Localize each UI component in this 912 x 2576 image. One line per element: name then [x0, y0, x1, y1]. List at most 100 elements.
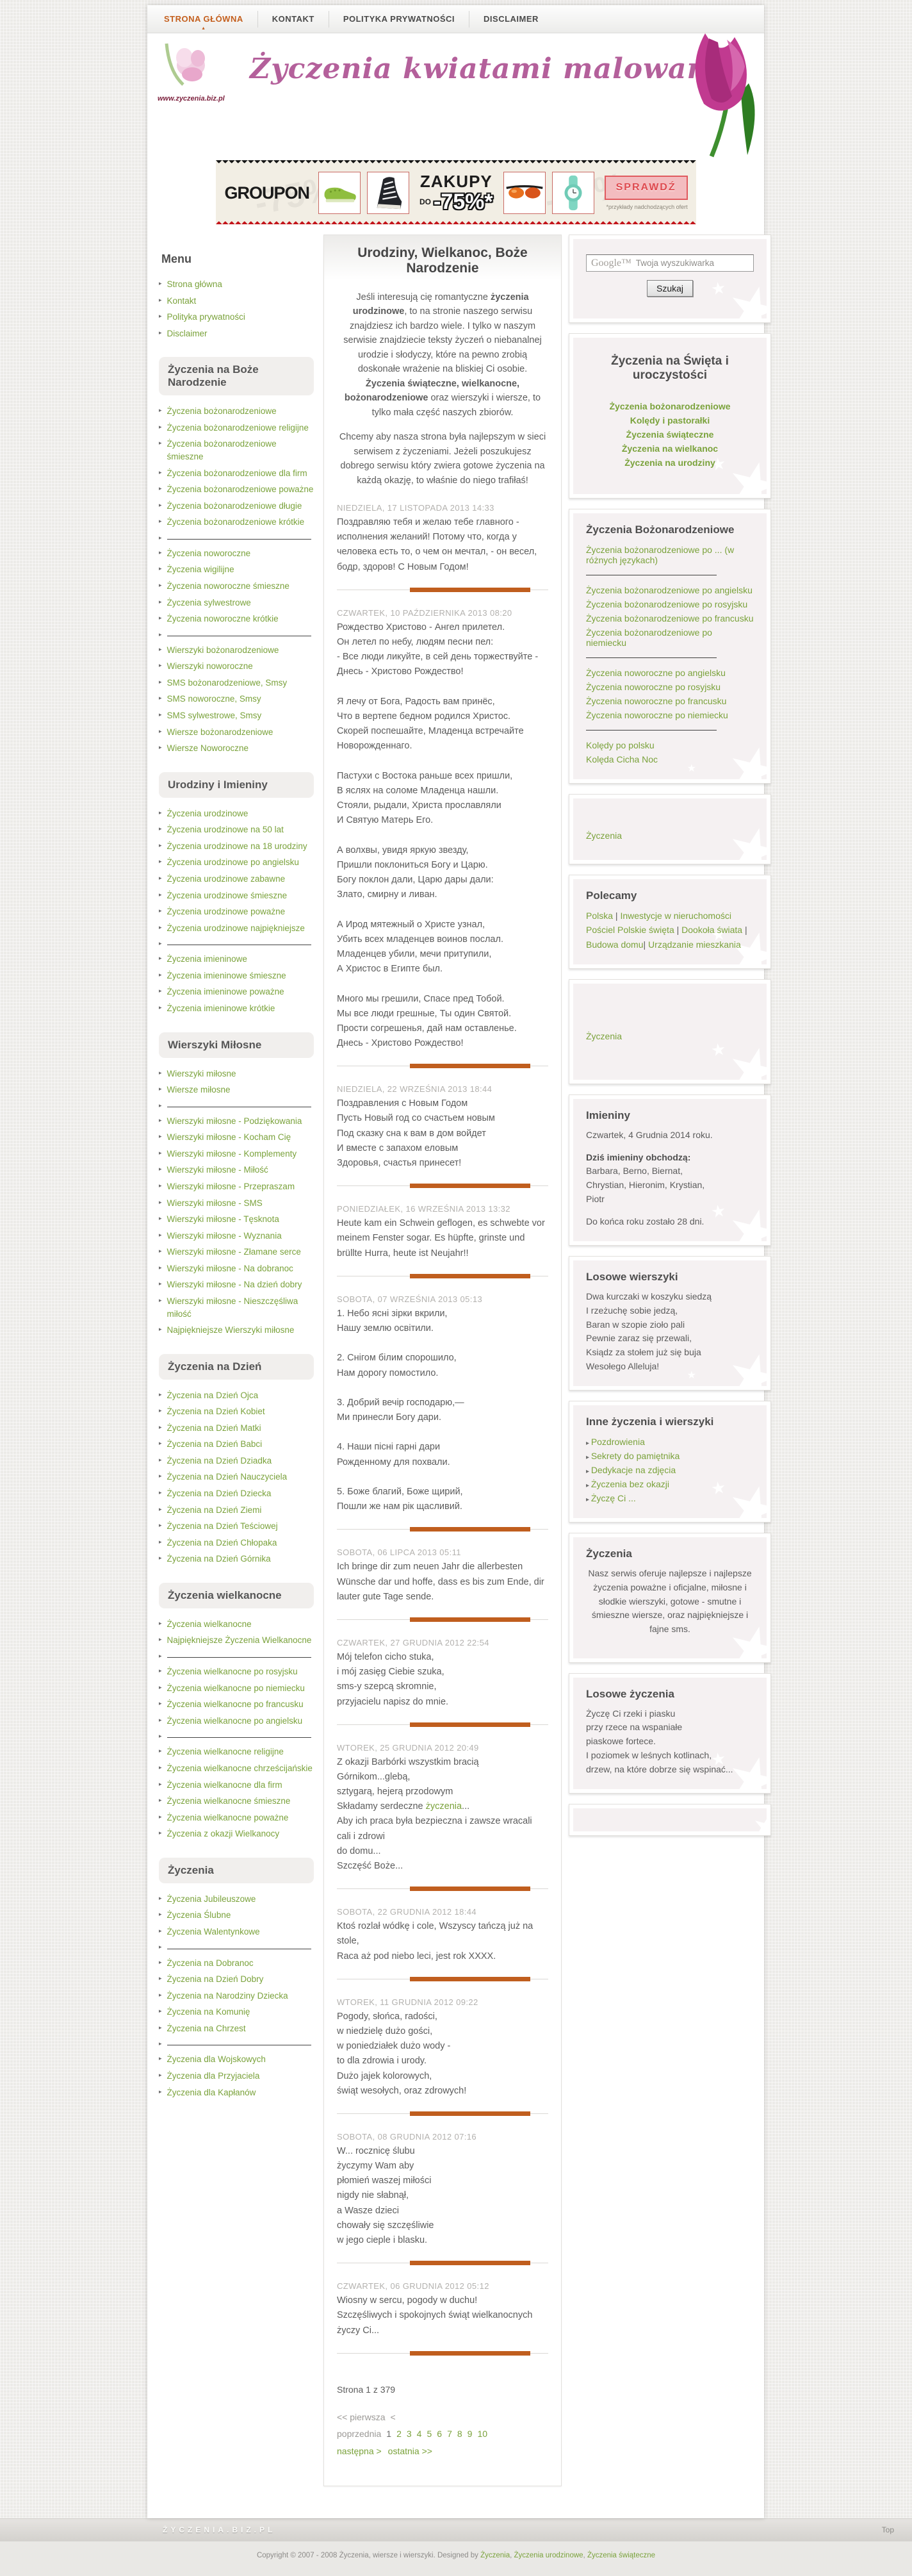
sidebar-link[interactable]: Życzenia na Dzień Chłopaka [167, 1537, 277, 1548]
nav-item-strona-g-wna[interactable]: STRONA GŁÓWNA ▲ [164, 14, 243, 31]
sidebar-link[interactable]: Życzenia sylwestrowe [167, 597, 251, 607]
christmas-link[interactable]: Kolędy po polsku [586, 740, 655, 750]
sidebar-link[interactable]: Disclaimer [167, 328, 208, 338]
sidebar-link[interactable]: Życzenia na Dzień Ojca [167, 1390, 259, 1400]
sidebar-link[interactable]: Polityka prywatności [167, 312, 245, 322]
sidebar-link[interactable]: Życzenia urodzinowe po angielsku [167, 857, 299, 868]
sidebar-link[interactable]: Wierszyki miłosne - Tęsknota [167, 1214, 279, 1225]
sidebar-link[interactable]: Życzenia na Narodziny Dziecka [167, 1990, 288, 2001]
pagination-page-link[interactable]: 9 [467, 2429, 473, 2440]
sidebar-link[interactable]: Życzenia urodzinowe na 50 lat [167, 825, 284, 835]
pagination-page-link[interactable]: 5 [427, 2429, 432, 2440]
sidebar-link[interactable]: Życzenia noworoczne [167, 548, 251, 558]
pagination-page-link[interactable]: 3 [406, 2429, 412, 2440]
inne-link[interactable]: Dedykacje na zdjęcia [590, 1465, 676, 1476]
footer-designed-by-link[interactable]: Życzenia urodzinowe [514, 2551, 583, 2559]
celebration-link[interactable]: Życzenia bożonarodzeniowe [609, 401, 731, 411]
polecamy-link[interactable]: Polska [586, 911, 614, 921]
sidebar-link[interactable]: Strona główna [167, 279, 222, 289]
celebration-link[interactable]: Życzenia świąteczne [626, 429, 714, 440]
christmas-link[interactable]: Życzenia noworoczne po niemiecku [586, 710, 728, 720]
sidebar-link[interactable]: Wierszyki miłosne - Przepraszam [167, 1182, 295, 1191]
sidebar-link[interactable]: Życzenia wielkanocne chrześcijańskie [167, 1763, 313, 1773]
sidebar-link[interactable]: Życzenia wielkanocne po francusku [167, 1699, 304, 1710]
sidebar-link[interactable]: Życzenia noworoczne śmieszne [167, 581, 289, 591]
pagination-next[interactable]: następna > [337, 2445, 382, 2456]
nav-item-polityka-prywatno-ci[interactable]: POLITYKA PRYWATNOŚCI [343, 14, 455, 24]
sidebar-link[interactable]: Wierszyki miłosne - Komplementy [167, 1148, 297, 1159]
sidebar-link[interactable]: Życzenia dla Przyjaciela [167, 2071, 260, 2081]
sidebar-link[interactable]: Wierszyki noworoczne [167, 661, 253, 672]
sidebar-link[interactable]: Życzenia imieninowe krótkie [167, 1003, 275, 1013]
sidebar-link[interactable]: Życzenia wielkanocne poważne [167, 1812, 289, 1822]
sidebar-link[interactable]: Życzenia na Dzień Nauczyciela [167, 1472, 288, 1482]
zyczenia-link-2[interactable]: Życzenia [586, 1031, 623, 1042]
christmas-link[interactable]: Życzenia bożonarodzeniowe po rosyjsku [586, 599, 748, 609]
sidebar-link[interactable]: Wierszyki miłosne - Na dobranoc [167, 1263, 293, 1273]
inne-link[interactable]: Pozdrowienia [590, 1437, 645, 1448]
sidebar-link[interactable]: Życzenia na Dzień Dziecka [167, 1489, 272, 1498]
sidebar-link[interactable]: Życzenia bożonarodzeniowe dla firm [167, 468, 307, 478]
sidebar-link[interactable]: Wierszyki miłosne - Podziękowania [167, 1116, 302, 1126]
christmas-link[interactable]: Życzenia bożonarodzeniowe po angielsku [586, 585, 753, 595]
pagination-page-link[interactable]: 7 [447, 2429, 452, 2440]
sidebar-link[interactable]: SMS bożonarodzeniowe, Smsy [167, 677, 288, 688]
sidebar-link[interactable]: Życzenia wielkanocne [167, 1619, 252, 1629]
sidebar-link[interactable]: Życzenia wielkanocne po angielsku [167, 1715, 303, 1726]
sidebar-link[interactable]: Wiersze bożonarodzeniowe [167, 727, 273, 737]
polecamy-link[interactable]: Polskie święta [617, 925, 674, 936]
sidebar-link[interactable]: Życzenia bożonarodzeniowe długie [167, 500, 302, 511]
sidebar-link[interactable]: Życzenia na Dobranoc [167, 1958, 254, 1968]
sidebar-link[interactable]: Życzenia wielkanocne śmieszne [167, 1796, 291, 1806]
sidebar-link[interactable]: Życzenia bożonarodzeniowe poważne [167, 484, 314, 495]
nav-item-disclaimer[interactable]: DISCLAIMER [484, 14, 539, 24]
sidebar-link[interactable]: Wierszyki miłosne - Miłość [167, 1165, 268, 1175]
christmas-link[interactable]: Życzenia bożonarodzeniowe po francusku [586, 613, 754, 623]
christmas-link[interactable]: Kolęda Cicha Noc [586, 754, 658, 764]
sidebar-link[interactable]: Życzenia na Dzień Dobry [167, 1974, 264, 1985]
sidebar-link[interactable]: Życzenia bożonarodzeniowe [167, 406, 277, 417]
sidebar-link[interactable]: Wierszyki miłosne - SMS [167, 1198, 263, 1208]
christmas-link[interactable]: Życzenia bożonarodzeniowe po niemiecku [586, 627, 712, 648]
christmas-link[interactable]: Życzenia noworoczne po angielsku [586, 668, 726, 678]
polecamy-link[interactable]: Budowa domu [586, 939, 644, 950]
sidebar-link[interactable]: Życzenia urodzinowe najpiękniejsze [167, 923, 305, 933]
sidebar-link[interactable]: Życzenia na Dzień Babci [167, 1439, 263, 1449]
celebration-link[interactable]: Życzenia na urodziny [624, 458, 715, 468]
inne-link[interactable]: Sekrety do pamiętnika [590, 1451, 680, 1462]
sidebar-link[interactable]: Życzenia na Komunię [167, 2007, 250, 2017]
sidebar-link[interactable]: Wierszyki miłosne - Na dzień dobry [167, 1280, 302, 1290]
search-button[interactable]: Szukaj [646, 280, 694, 297]
footer-designed-by-link[interactable]: Życzenia świąteczne [587, 2551, 656, 2559]
sidebar-link[interactable]: Wierszyki miłosne [167, 1068, 236, 1078]
sidebar-link[interactable]: Życzenia Walentynkowe [167, 1926, 260, 1936]
banner-cta-button[interactable]: SPRAWDŹ [604, 176, 688, 200]
sidebar-link[interactable]: Życzenia na Dzień Teściowej [167, 1521, 278, 1532]
christmas-link[interactable]: Życzenia noworoczne po rosyjsku [586, 682, 721, 692]
polecamy-link[interactable]: Dookoła świata [681, 925, 743, 936]
post-inline-link[interactable]: życzenia [425, 1801, 462, 1812]
polecamy-link[interactable]: Pościel [586, 925, 615, 936]
sidebar-link[interactable]: Życzenia urodzinowe zabawne [167, 873, 286, 884]
sidebar-link[interactable]: Wierszyki miłosne - Nieszczęśliwa miłość [167, 1296, 298, 1319]
sidebar-link[interactable]: Życzenia Ślubne [167, 1910, 231, 1920]
nav-item-kontakt[interactable]: KONTAKT [272, 14, 314, 24]
sidebar-link[interactable]: Najpiękniejsze Wierszyki miłosne [167, 1325, 295, 1335]
pagination-page-link[interactable]: 8 [457, 2429, 462, 2440]
sidebar-link[interactable]: Wierszyki miłosne - Kocham Cię [167, 1132, 291, 1143]
sidebar-link[interactable]: Życzenia wigilijne [167, 565, 234, 575]
sidebar-link[interactable]: Życzenia z okazji Wielkanocy [167, 1829, 280, 1839]
back-to-top-link[interactable]: Top [881, 2525, 894, 2535]
groupon-ad-banner[interactable]: -75% -75% GROUPON ZAKUPY [215, 160, 696, 224]
sidebar-link[interactable]: Życzenia urodzinowe na 18 urodziny [167, 841, 307, 851]
sidebar-link[interactable]: Życzenia dla Kapłanów [167, 2087, 256, 2097]
sidebar-link[interactable]: Życzenia wielkanocne religijne [167, 1747, 284, 1757]
polecamy-link[interactable]: Inwestycje w nieruchomości [620, 911, 731, 921]
pagination-page-link[interactable]: 10 [477, 2429, 488, 2440]
inne-link[interactable]: Życzenia bez okazji [590, 1479, 669, 1490]
celebration-link[interactable]: Życzenia na wielkanoc [621, 443, 719, 454]
sidebar-link[interactable]: Życzenia bożonarodzeniowe religijne [167, 422, 309, 433]
sidebar-link[interactable]: Życzenia urodzinowe [167, 808, 248, 818]
sidebar-link[interactable]: Wierszyki miłosne - Złamane serce [167, 1247, 301, 1257]
pagination-page-link[interactable]: 2 [396, 2429, 402, 2440]
